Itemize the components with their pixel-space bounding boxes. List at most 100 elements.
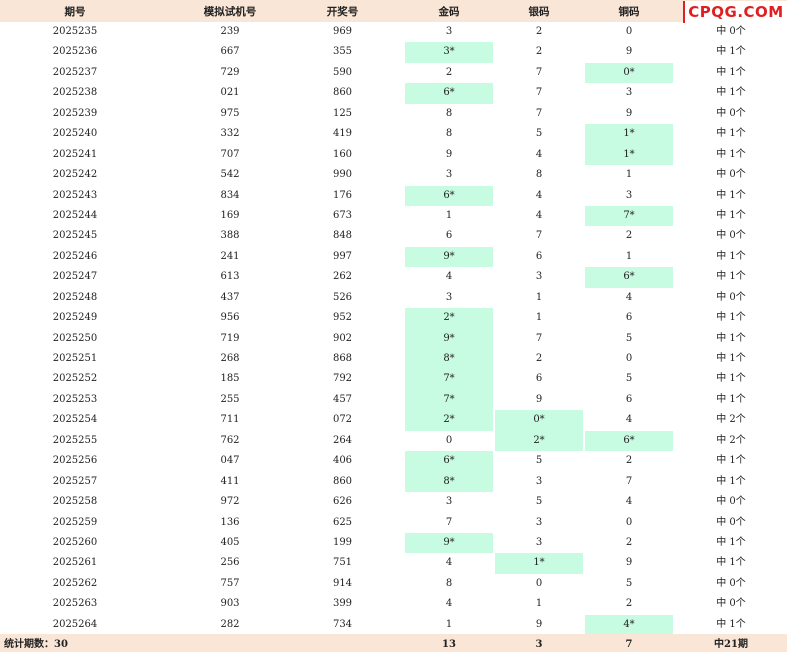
cell-issue: 2025237 (52, 66, 98, 78)
cell-draw: 406 (332, 455, 353, 467)
cell-issue: 2025255 (52, 434, 98, 446)
cell-issue: 2025263 (52, 598, 98, 610)
cell-result: 中 0个 (716, 169, 746, 181)
cell-sim: 241 (220, 250, 240, 262)
cell-silver: 7 (535, 66, 543, 78)
table-row: 2025239 975 125 8 7 9 中 0个 (0, 104, 787, 124)
cell-silver: 2 (535, 353, 543, 364)
cell-gold: 8 (445, 128, 453, 140)
cell-draw: 176 (332, 189, 353, 201)
cell-gold: 8 (445, 577, 453, 589)
cell-gold: 7* (405, 389, 493, 411)
table-row: 2025237 729 590 2 7 0* 中 1个 (0, 62, 787, 84)
cell-result: 中 1个 (716, 557, 746, 569)
cell-bronze: 9 (625, 557, 633, 569)
cell-gold: 2 (445, 66, 453, 78)
cell-draw: 902 (332, 332, 353, 344)
cell-silver: 7 (535, 230, 543, 242)
cell-bronze: 0 (625, 26, 633, 37)
cell-sim: 256 (220, 557, 240, 569)
table-footer: 统计期数：30 13 3 7 中21期 (0, 634, 787, 652)
cell-silver: 3 (535, 271, 543, 283)
footer-label: 统计期数：30 (4, 639, 68, 650)
cell-bronze: 0* (585, 62, 673, 84)
cell-result: 中 1个 (716, 373, 746, 385)
footer-result-total: 中21期 (714, 639, 748, 650)
cell-result: 中 1个 (716, 87, 746, 99)
cell-sim: 388 (220, 230, 240, 242)
cell-issue: 2025240 (52, 128, 98, 140)
cell-result: 中 1个 (716, 66, 746, 78)
cell-gold: 8* (405, 349, 493, 370)
cell-gold: 1 (445, 618, 453, 630)
cell-bronze: 1* (585, 124, 673, 145)
cell-issue: 2025244 (52, 209, 98, 221)
cell-issue: 2025241 (52, 148, 98, 160)
cell-silver: 4 (535, 189, 543, 201)
cell-result: 中 1个 (716, 250, 746, 262)
cell-silver: 1* (495, 553, 583, 574)
cell-sim: 903 (220, 598, 240, 610)
cell-bronze: 0 (625, 516, 633, 528)
cell-bronze: 5 (625, 373, 633, 385)
header-gold: 金码 (438, 5, 460, 18)
cell-sim: 762 (220, 434, 240, 446)
cell-draw: 848 (332, 230, 353, 242)
cell-result: 中 2个 (716, 434, 746, 446)
cell-silver: 1 (535, 312, 543, 324)
cell-draw: 868 (332, 353, 353, 364)
cell-draw: 199 (332, 536, 353, 548)
cell-gold: 3* (405, 42, 493, 63)
header-bronze: 铜码 (618, 5, 640, 18)
table-row: 2025243 834 176 6* 4 3 中 1个 (0, 185, 787, 206)
cell-bronze: 3 (625, 189, 633, 201)
cell-bronze: 6* (585, 430, 673, 452)
table-row: 2025253 255 457 7* 9 6 中 1个 (0, 389, 787, 411)
cell-gold: 6 (445, 230, 453, 242)
cell-issue: 2025252 (52, 373, 98, 385)
cell-bronze: 1* (585, 144, 673, 166)
cell-silver: 7 (535, 332, 543, 344)
table-row: 2025254 711 072 2* 0* 4 中 2个 (0, 410, 787, 431)
cell-silver: 0 (535, 577, 543, 589)
cell-silver: 5 (535, 496, 543, 508)
cell-bronze: 4 (625, 496, 633, 508)
cell-sim: 757 (220, 577, 240, 589)
cell-sim: 707 (220, 148, 240, 160)
cell-gold: 3 (445, 496, 453, 508)
header-sim: 模拟试机号 (203, 5, 257, 18)
cell-sim: 185 (220, 373, 240, 385)
cell-sim: 255 (220, 393, 240, 405)
cell-issue: 2025262 (52, 577, 98, 589)
cell-issue: 2025248 (52, 291, 98, 303)
table-row: 2025252 185 792 7* 6 5 中 1个 (0, 369, 787, 390)
cell-gold: 3 (445, 291, 453, 303)
cell-bronze: 2 (625, 536, 633, 548)
cell-issue: 2025260 (52, 536, 98, 548)
cell-draw: 590 (332, 66, 353, 78)
cell-sim: 169 (220, 209, 240, 221)
cell-sim: 613 (220, 271, 240, 283)
cell-silver: 0* (495, 410, 583, 431)
table-row: 2025262 757 914 8 0 5 中 0个 (0, 574, 787, 594)
table-row: 2025256 047 406 6* 5 2 中 1个 (0, 451, 787, 472)
cell-gold: 4 (445, 557, 453, 569)
cell-issue: 2025256 (52, 455, 98, 467)
cell-draw: 969 (332, 26, 353, 37)
table-row: 2025248 437 526 3 1 4 中 0个 (0, 288, 787, 308)
table-row: 2025235 239 969 3 2 0 中 0个 (0, 22, 787, 42)
cell-draw: 626 (332, 496, 353, 508)
cell-result: 中 0个 (716, 598, 746, 610)
cell-draw: 419 (332, 128, 353, 140)
cell-bronze: 6* (585, 267, 673, 288)
cell-gold: 9* (405, 246, 493, 268)
site-logo: CPQG.COM (683, 1, 787, 23)
cell-draw: 673 (332, 209, 353, 221)
footer-gold-total: 13 (442, 639, 456, 650)
cell-silver: 9 (535, 393, 543, 405)
cell-sim: 729 (220, 66, 240, 78)
table-row: 2025236 667 355 3* 2 9 中 1个 (0, 42, 787, 63)
table-row: 2025242 542 990 3 8 1 中 0个 (0, 165, 787, 185)
cell-draw: 262 (332, 271, 353, 283)
cell-result: 中 1个 (716, 128, 746, 140)
